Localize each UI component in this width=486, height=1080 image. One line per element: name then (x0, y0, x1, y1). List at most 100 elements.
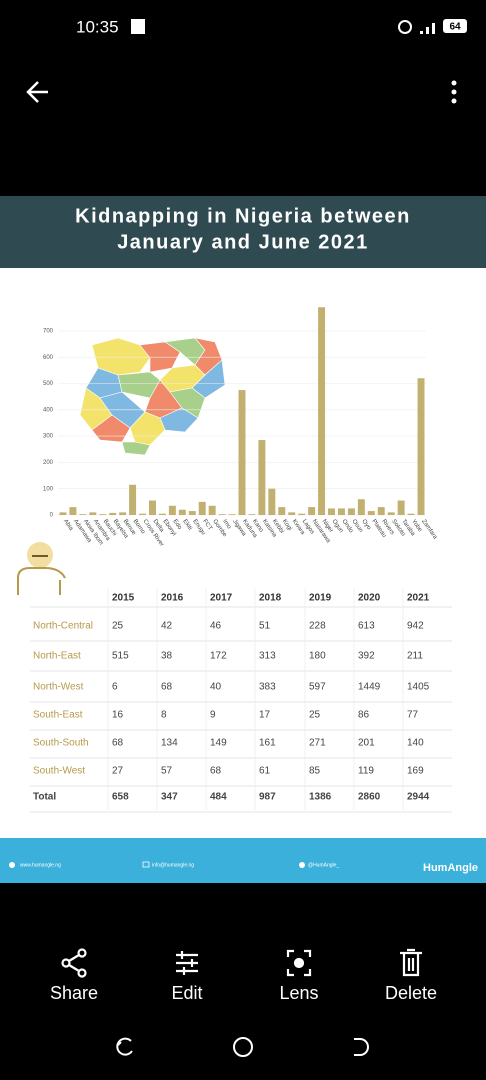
bar (139, 513, 147, 515)
bar (119, 512, 127, 515)
bar (158, 513, 166, 515)
table-cell: 119 (358, 766, 374, 777)
title-band (0, 196, 486, 268)
table-cell: 2860 (358, 792, 381, 803)
nav-home[interactable] (233, 1037, 253, 1057)
bar (89, 512, 97, 515)
menu-button[interactable] (451, 80, 457, 104)
toolbar-label[interactable]: Share (50, 983, 98, 1003)
table-cell: 211 (407, 651, 423, 662)
table-cell: 61 (259, 766, 271, 777)
table-cell: 134 (161, 738, 178, 749)
bar (357, 499, 365, 515)
x-tick-label: Imo (221, 519, 232, 531)
table-cell: 149 (210, 738, 227, 749)
infographic-body (0, 268, 486, 838)
alarm-icon (398, 20, 412, 34)
table-cell: 27 (112, 766, 124, 777)
back-button[interactable] (26, 81, 48, 103)
x-tick-label: Edo (171, 519, 182, 532)
table-cell: 8 (161, 710, 167, 721)
table-cell: 40 (210, 682, 222, 693)
bar (228, 514, 236, 515)
row-label: South-East (33, 710, 83, 721)
nav-recent[interactable] (116, 1037, 133, 1056)
bar (109, 512, 117, 515)
y-tick-label: 400 (43, 407, 54, 413)
bar (258, 440, 266, 515)
table-cell: 77 (407, 710, 419, 721)
row-label: Total (33, 792, 56, 803)
table-cell: 86 (358, 710, 370, 721)
bar (417, 378, 425, 515)
fb-icon (131, 19, 145, 34)
table-cell: 68 (210, 766, 222, 777)
table-cell: 42 (161, 621, 173, 632)
lens-icon[interactable] (286, 949, 312, 977)
bar (367, 511, 375, 515)
table-cell: 38 (161, 651, 173, 662)
row-label: North-East (33, 651, 81, 662)
bar (268, 488, 276, 515)
table-cell: 597 (309, 682, 326, 693)
table-cell: 484 (210, 792, 227, 803)
table-header: 2016 (161, 593, 184, 604)
bar (278, 507, 286, 515)
bar (198, 501, 206, 515)
y-tick-label: 700 (43, 328, 54, 334)
nigeria-map (79, 337, 226, 456)
edit-icon[interactable] (176, 951, 198, 975)
table-cell: 16 (112, 710, 124, 721)
table-cell: 613 (358, 621, 375, 632)
bar (308, 507, 316, 515)
y-tick-label: 0 (50, 513, 54, 519)
x-tick-label: FCT (201, 519, 213, 532)
mail-icon (142, 861, 150, 868)
table-cell: 51 (259, 621, 271, 632)
table-cell: 228 (309, 621, 326, 632)
bar (149, 500, 156, 515)
table-cell: 25 (112, 621, 124, 632)
table-cell: 383 (259, 682, 276, 693)
toolbar-label[interactable]: Edit (171, 983, 202, 1003)
web-icon (9, 862, 15, 868)
table-header: 2015 (112, 593, 135, 604)
table-cell: 140 (407, 738, 424, 749)
table-header: 2021 (407, 593, 430, 604)
table-header: 2018 (259, 593, 282, 604)
battery-level: 64 (449, 22, 461, 33)
table-cell: 987 (259, 792, 276, 803)
table-cell: 2944 (407, 792, 430, 803)
table-cell: 46 (210, 621, 222, 632)
bar (99, 514, 107, 515)
share-icon[interactable] (61, 948, 87, 978)
status-time: 10:35 (76, 17, 119, 36)
signal-icon (420, 23, 435, 34)
table-cell: 169 (407, 766, 424, 777)
bar (178, 509, 186, 515)
table-cell: 17 (259, 710, 271, 721)
bar (397, 500, 405, 515)
table-cell: 68 (112, 738, 124, 749)
x-tick-label: Ekiti (181, 519, 192, 532)
footer-website: www.humangle.ng (20, 862, 61, 868)
table-header: 2017 (210, 593, 233, 604)
table-cell: 271 (309, 738, 326, 749)
table-cell: 313 (259, 651, 276, 662)
toolbar-label[interactable]: Delete (385, 983, 437, 1003)
bar (288, 512, 296, 515)
bar (298, 513, 306, 515)
bar (318, 307, 326, 515)
y-tick-label: 600 (43, 355, 54, 361)
table-cell: 1449 (358, 682, 381, 693)
delete-icon[interactable] (400, 948, 422, 977)
nav-back[interactable] (354, 1038, 369, 1056)
toolbar-label[interactable]: Lens (279, 983, 318, 1003)
x-tick-label: Oyo (360, 519, 372, 532)
bar (347, 508, 355, 515)
bar (168, 505, 176, 515)
table-cell: 201 (358, 738, 375, 749)
bar (377, 507, 385, 515)
